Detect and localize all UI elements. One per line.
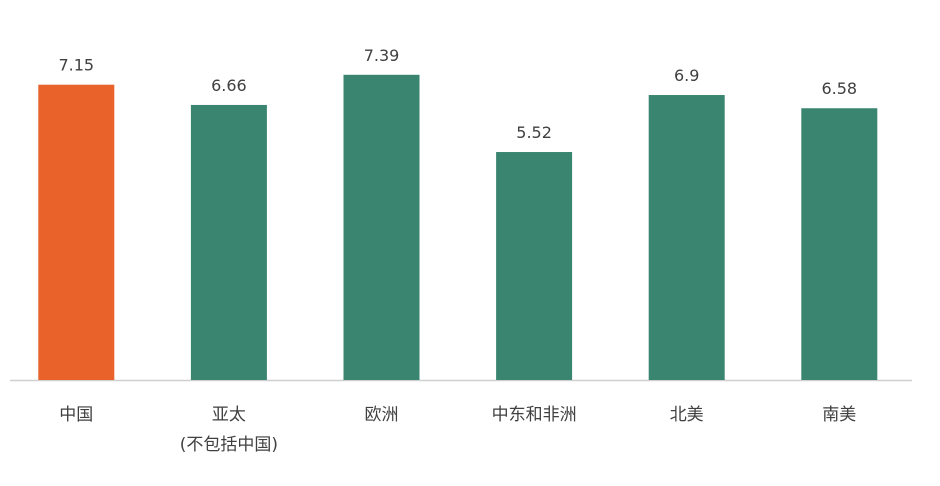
bar: [496, 152, 573, 380]
bar: [190, 104, 267, 380]
value-label: 5.52: [516, 123, 552, 142]
category-label: 亚太 (不包括中国): [179, 405, 279, 455]
value-label: 6.9: [674, 66, 699, 85]
value-label: 6.66: [211, 76, 247, 95]
category-label: 南美: [822, 405, 857, 425]
bar: [343, 74, 420, 380]
bar: [648, 95, 725, 380]
bar: [801, 108, 878, 380]
value-label: 7.39: [364, 46, 400, 65]
value-label: 6.58: [821, 79, 857, 98]
category-label: 中东和非洲: [491, 405, 577, 425]
bar: [38, 84, 115, 380]
category-label: 北美: [669, 405, 704, 425]
category-label: 中国: [59, 405, 94, 425]
value-label: 7.15: [58, 56, 94, 75]
category-label: 欧洲: [364, 405, 399, 425]
